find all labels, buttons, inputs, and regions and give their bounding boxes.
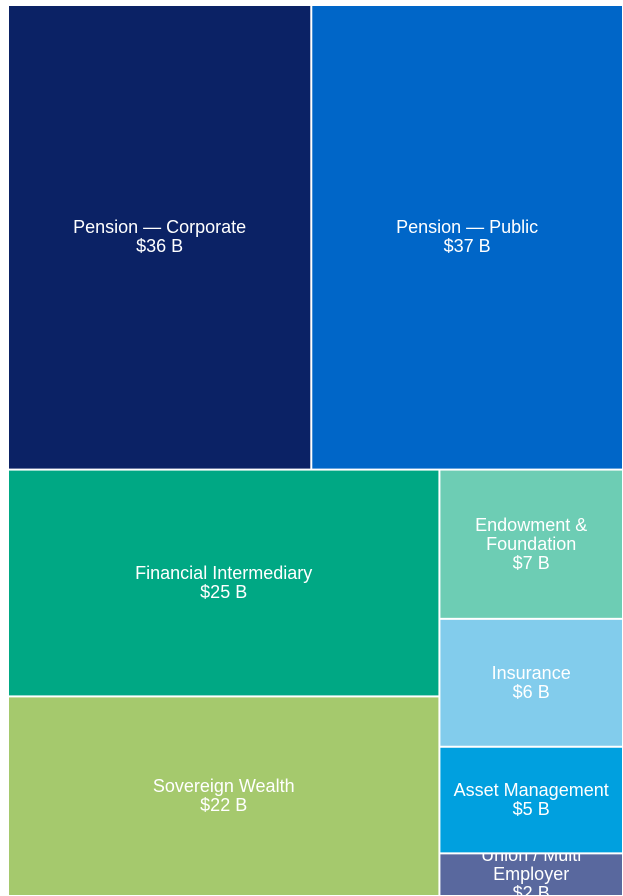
value-label: $36 B: [136, 236, 184, 257]
tile: [9, 6, 311, 469]
tile: [440, 747, 622, 853]
tile-label-box: Financial Intermediary$25 B: [9, 471, 438, 696]
tile: [440, 470, 622, 618]
tile: [440, 854, 622, 895]
tile: [312, 6, 622, 469]
category-label: Sovereign Wealth: [152, 776, 295, 797]
tile-label-box: Pension — Corporate$36 B: [9, 6, 310, 469]
value-label: $22 B: [200, 795, 248, 816]
value-label: $7 B: [512, 552, 550, 573]
tile-label-box: Union / Multi Employer$2 B: [440, 854, 622, 895]
value-label: $2 B: [512, 883, 550, 895]
tile-label-box: Sovereign Wealth$22 B: [9, 697, 438, 895]
tile-label-box: Asset Management$5 B: [440, 748, 622, 853]
tile-label-box: Endowment & Foundation$7 B: [440, 471, 622, 618]
category-label: Pension — Corporate: [73, 217, 247, 238]
tile-label: Financial Intermediary $25 B: [9, 471, 438, 696]
tile-label: Pension — Corporate $36 B: [9, 6, 310, 469]
tile: [9, 697, 439, 895]
tile-label: Pension — Public $37 B: [312, 6, 622, 469]
tile-label: Union / Multi Employer $2 B: [440, 854, 622, 895]
category-label: Union / Multi Employer: [481, 854, 582, 885]
value-label: $25 B: [200, 581, 248, 602]
tile-label: Sovereign Wealth $22 B: [9, 697, 438, 895]
tile: [9, 470, 439, 696]
category-label: Pension — Public: [396, 217, 539, 238]
tile-label: Asset Management $5 B: [440, 748, 622, 853]
tile-label: Endowment & Foundation $7 B: [440, 471, 622, 618]
category-label: Insurance: [491, 662, 571, 683]
tile-label-box: Insurance$6 B: [440, 620, 622, 746]
value-label: $5 B: [512, 799, 550, 820]
value-label: $6 B: [512, 681, 550, 702]
category-label: Financial Intermediary: [135, 562, 313, 583]
tile: [440, 619, 622, 746]
value-label: $37 B: [443, 236, 491, 257]
tile-label: Insurance $6 B: [440, 620, 622, 746]
category-label: Asset Management: [453, 780, 609, 801]
category-label: Endowment & Foundation: [475, 514, 588, 554]
tile-label-box: Pension — Public$37 B: [312, 6, 622, 469]
